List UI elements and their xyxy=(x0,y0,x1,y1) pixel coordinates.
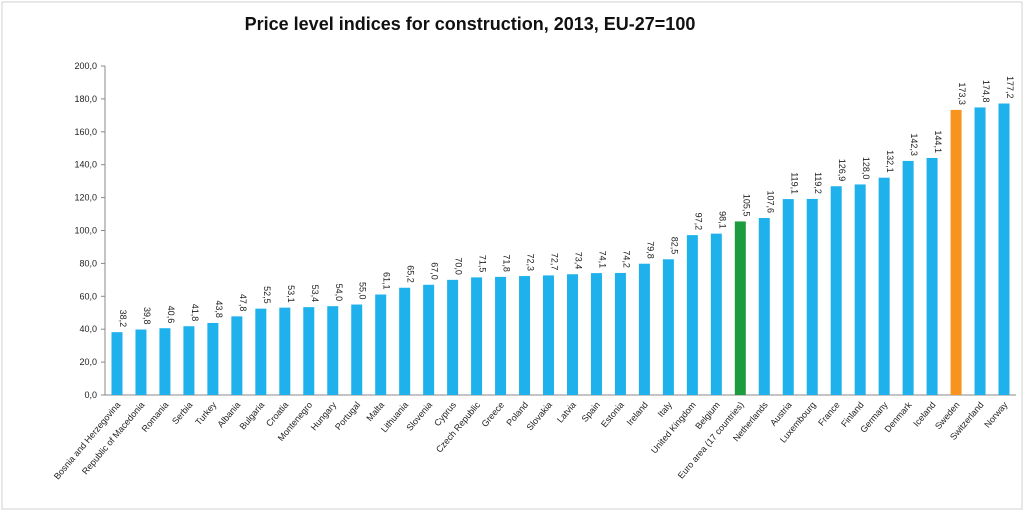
value-label: 73,4 xyxy=(573,252,583,270)
value-label: 132,1 xyxy=(885,150,895,173)
y-tick-label: 0,0 xyxy=(84,390,97,400)
bar xyxy=(111,332,123,395)
bar xyxy=(183,326,195,395)
value-label: 55,0 xyxy=(358,282,368,300)
value-label: 39,8 xyxy=(142,307,152,325)
bar xyxy=(638,263,650,395)
value-label: 65,2 xyxy=(406,265,416,283)
value-label: 67,0 xyxy=(430,262,440,280)
value-label: 144,1 xyxy=(933,130,943,153)
value-label: 61,1 xyxy=(382,272,392,290)
bar xyxy=(614,272,626,395)
value-label: 71,8 xyxy=(502,254,512,272)
bar xyxy=(519,276,531,395)
value-label: 119,1 xyxy=(789,172,799,194)
bar xyxy=(806,198,818,395)
y-tick-label: 160,0 xyxy=(74,127,97,137)
value-label: 128,0 xyxy=(861,157,871,180)
bar xyxy=(590,273,602,395)
y-tick-label: 60,0 xyxy=(79,291,97,301)
bar xyxy=(495,276,507,395)
value-label: 70,0 xyxy=(454,257,464,275)
value-label: 41,8 xyxy=(190,304,200,322)
value-label: 40,6 xyxy=(166,306,176,324)
bar xyxy=(303,307,315,395)
bar xyxy=(231,316,243,395)
bar xyxy=(998,103,1010,396)
value-label: 107,6 xyxy=(765,190,775,213)
bar xyxy=(566,274,578,395)
y-tick-label: 140,0 xyxy=(74,160,97,170)
bar xyxy=(758,217,770,395)
bar xyxy=(950,109,962,395)
bar xyxy=(351,304,363,395)
value-label: 97,2 xyxy=(693,213,703,231)
bar xyxy=(782,199,794,395)
bar xyxy=(255,308,267,395)
chart-title: Price level indices for construction, 20… xyxy=(245,14,696,34)
bar xyxy=(327,306,339,395)
y-tick-label: 200,0 xyxy=(74,61,97,71)
value-label: 74,2 xyxy=(621,250,631,268)
value-label: 54,0 xyxy=(334,284,344,302)
bar xyxy=(375,294,387,395)
value-label: 82,5 xyxy=(669,237,679,255)
value-label: 71,5 xyxy=(478,255,488,273)
y-tick-label: 180,0 xyxy=(74,94,97,104)
value-label: 72,3 xyxy=(526,254,536,272)
bar xyxy=(279,307,291,395)
value-label: 119,2 xyxy=(813,172,823,194)
value-label: 126,9 xyxy=(837,159,847,182)
bar xyxy=(543,275,555,395)
value-label: 174,8 xyxy=(981,80,991,103)
y-tick-label: 100,0 xyxy=(74,226,97,236)
bar xyxy=(710,233,722,395)
value-label: 43,8 xyxy=(214,300,224,318)
value-label: 105,5 xyxy=(741,194,751,217)
bar xyxy=(135,329,147,395)
bar xyxy=(662,259,674,395)
value-label: 72,7 xyxy=(550,253,560,271)
bar xyxy=(447,279,459,395)
value-label: 177,2 xyxy=(1005,76,1015,99)
value-label: 142,3 xyxy=(909,133,919,156)
bar xyxy=(207,322,219,395)
value-label: 52,5 xyxy=(262,286,272,304)
bar xyxy=(878,177,890,395)
bar xyxy=(830,186,842,395)
bar xyxy=(974,107,986,395)
bar xyxy=(399,287,411,395)
value-label: 38,2 xyxy=(118,310,128,328)
y-tick-label: 80,0 xyxy=(79,258,97,268)
value-label: 53,1 xyxy=(286,285,296,303)
value-label: 98,1 xyxy=(717,211,727,229)
y-tick-label: 20,0 xyxy=(79,357,97,367)
value-label: 79,8 xyxy=(645,241,655,259)
value-label: 47,8 xyxy=(238,294,248,312)
y-tick-label: 40,0 xyxy=(79,324,97,334)
bar xyxy=(926,157,938,395)
value-label: 74,1 xyxy=(597,251,607,269)
bar xyxy=(854,184,866,395)
bar xyxy=(159,328,171,395)
value-label: 173,3 xyxy=(957,82,967,105)
bar xyxy=(734,221,746,395)
value-label: 53,4 xyxy=(310,285,320,303)
bar xyxy=(423,284,435,395)
y-tick-label: 120,0 xyxy=(74,193,97,203)
bar xyxy=(902,160,914,395)
bar xyxy=(471,277,483,395)
bar xyxy=(686,235,698,395)
